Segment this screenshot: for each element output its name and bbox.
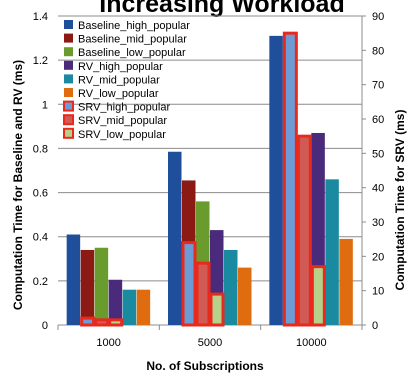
x-tick-label: 5000 xyxy=(198,337,222,349)
legend-swatch xyxy=(64,88,73,97)
legend-swatch xyxy=(64,33,73,43)
bar xyxy=(66,234,81,325)
legend-label: SRV_mid_popular xyxy=(78,115,167,127)
legend-label: RV_low_popular xyxy=(78,88,159,100)
bar xyxy=(195,261,211,327)
legend-label: Baseline_mid_popular xyxy=(78,34,187,46)
y-left-tick-label: 1.4 xyxy=(33,11,48,23)
bar xyxy=(339,238,353,325)
y-axis-right-title: Computation Time for SRV (ms) xyxy=(393,110,407,291)
y-left-tick-label: 1 xyxy=(42,99,48,111)
x-tick-label: 1000 xyxy=(96,337,120,349)
bar xyxy=(325,179,339,325)
y-left-tick-label: 0.4 xyxy=(33,232,48,244)
y-right-tick-label: 60 xyxy=(372,114,384,126)
legend-swatch xyxy=(64,60,73,70)
bar xyxy=(181,241,197,327)
gridlines xyxy=(58,15,362,282)
y-right-tick-label: 80 xyxy=(372,45,384,57)
y-left-tick-label: 0.6 xyxy=(33,188,48,200)
legend-label: SRV_high_popular xyxy=(78,102,170,114)
bar xyxy=(269,35,283,325)
y-right-tick-label: 40 xyxy=(372,183,384,195)
legend: Baseline_high_popular Baseline_mid_popula… xyxy=(63,20,190,141)
y-right-tick-label: 0 xyxy=(372,320,378,332)
bar xyxy=(108,318,124,327)
y-left-tick-label: 0 xyxy=(42,320,48,332)
y-left-tick-label: 0.2 xyxy=(33,276,48,288)
legend-swatch xyxy=(63,100,74,112)
bar xyxy=(122,289,137,325)
bar xyxy=(80,249,95,325)
y-axis-left-title: Computation Time for Baseline and RV (ms… xyxy=(11,60,25,310)
y-left-tick-label: 1.2 xyxy=(33,55,48,67)
chart-title: Increasing Workload xyxy=(99,0,344,18)
bar xyxy=(94,247,109,325)
legend-swatch xyxy=(63,127,74,139)
legend-swatch xyxy=(64,47,73,57)
legend-swatch xyxy=(63,114,74,126)
y-right-tick-label: 30 xyxy=(372,217,384,229)
bar xyxy=(224,249,238,325)
bar xyxy=(209,292,225,327)
bar xyxy=(310,265,326,327)
legend-label: Baseline_low_popular xyxy=(78,47,186,59)
bar xyxy=(108,279,123,325)
bar xyxy=(168,151,182,325)
legend-swatch xyxy=(64,74,73,84)
y-right-tick-label: 70 xyxy=(372,80,384,92)
bar xyxy=(136,289,151,325)
bar xyxy=(238,267,252,325)
legend-label: RV_high_popular xyxy=(78,61,163,73)
y-right-tick-label: 20 xyxy=(372,251,384,263)
y-right-tick-label: 50 xyxy=(372,148,384,160)
axes: 0 0.2 0.4 0.6 0.8 1 1.2 1.4 0 10 20 30 40 50 60 70 80 90 1… xyxy=(33,11,385,349)
y-left-tick-label: 0.8 xyxy=(33,143,48,155)
bars xyxy=(66,31,353,327)
x-tick-label: 10000 xyxy=(296,337,327,349)
bar xyxy=(296,134,312,327)
legend-label: SRV_low_popular xyxy=(78,129,166,141)
bar xyxy=(94,318,110,327)
x-axis-title: No. of Subscriptions xyxy=(146,359,264,373)
legend-swatch xyxy=(64,20,73,29)
bar xyxy=(80,316,96,327)
y-right-tick-label: 90 xyxy=(372,11,384,23)
bar xyxy=(282,31,298,327)
legend-label: Baseline_high_popular xyxy=(78,20,190,32)
legend-label: RV_mid_popular xyxy=(78,74,160,86)
y-right-tick-label: 10 xyxy=(372,286,384,298)
